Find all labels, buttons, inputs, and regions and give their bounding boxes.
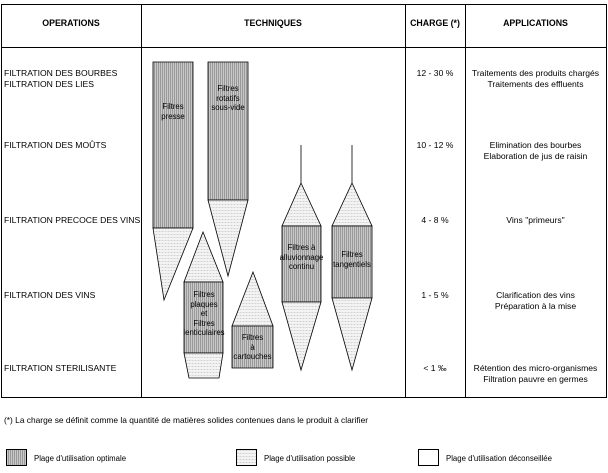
filtres-rotatifs-shape [207, 61, 249, 278]
label-filtres-alluvionnage: Filtres à alluvionnage continu [279, 243, 324, 271]
footnote: (*) La charge se définit comme la quanti… [4, 415, 369, 425]
charge-row-3: 4 - 8 % [421, 215, 449, 225]
applications-row-4: Clarification des vins Préparation à la … [494, 290, 577, 311]
operation-mouts: FILTRATION DES MOÛTS [4, 140, 107, 150]
legend-deconseillee-label: Plage d'utilisation déconseillée [446, 454, 552, 463]
applications-row-2: Elimination des bourbes Elaboration de j… [483, 140, 588, 161]
operation-sterilisante: FILTRATION STERILISANTE [4, 363, 117, 373]
header-charge: CHARGE (*) [410, 18, 460, 28]
filtres-plaques-shape [183, 230, 224, 379]
charge-row-5: < 1 ‰ [423, 363, 447, 373]
applications-row-5: Rétention des micro-organismes Filtratio… [473, 363, 598, 384]
charge-row-4: 1 - 5 % [421, 290, 449, 300]
header-applications: APPLICATIONS [503, 18, 568, 28]
label-filtres-cartouches: Filtres à cartouches [233, 333, 272, 361]
applications-row-1: Traitements des produits chargés Traitem… [471, 68, 600, 89]
applications-row-3: Vins "primeurs" [506, 215, 565, 225]
legend-optimal-swatch [6, 449, 27, 466]
label-filtres-plaques: Filtres plaques et Filtres lenticulaires [183, 290, 225, 337]
charge-row-2: 10 - 12 % [416, 140, 454, 150]
operation-bourbes: FILTRATION DES BOURBES FILTRATION DES LI… [4, 68, 118, 89]
legend-possible-label: Plage d'utilisation possible [264, 454, 356, 463]
operation-precoce: FILTRATION PRECOCE DES VINS [4, 215, 141, 225]
header-techniques: TECHNIQUES [244, 18, 302, 28]
table-grid [1, 4, 607, 398]
label-filtres-presse: Filtres presse [161, 102, 185, 121]
charge-row-1: 12 - 30 % [416, 68, 454, 78]
filtres-alluvionnage-shape [281, 145, 322, 372]
operation-vins: FILTRATION DES VINS [4, 290, 96, 300]
filtres-cartouches-shape [231, 270, 274, 369]
legend-deconseillee-swatch [418, 449, 439, 466]
filtres-presse-shape [152, 61, 194, 302]
legend-optimal-label: Plage d'utilisation optimale [34, 454, 127, 463]
label-filtres-tangentiels: Filtres tangentiels [333, 250, 371, 269]
filtres-tangentiels-shape [331, 145, 373, 372]
label-filtres-rotatifs: Filtres rotatifs sous-vide [211, 84, 245, 112]
legend-possible-swatch [236, 449, 257, 466]
header-operations: OPERATIONS [42, 18, 100, 28]
